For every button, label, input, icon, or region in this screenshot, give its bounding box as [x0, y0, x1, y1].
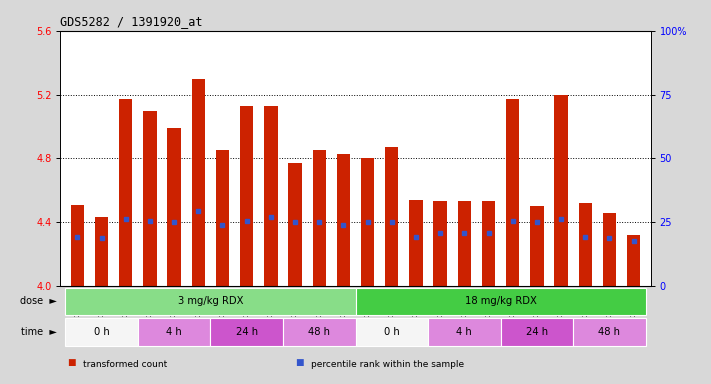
Text: 4 h: 4 h: [456, 326, 472, 336]
Bar: [410, 200, 422, 286]
Bar: [356, 288, 646, 315]
Text: transformed count: transformed count: [83, 360, 167, 369]
Text: ■: ■: [68, 358, 76, 367]
Text: GDS5282 / 1391920_at: GDS5282 / 1391920_at: [60, 15, 203, 28]
Bar: [573, 318, 646, 346]
Bar: [627, 235, 641, 286]
Text: 18 mg/kg RDX: 18 mg/kg RDX: [465, 296, 537, 306]
Bar: [192, 79, 205, 286]
Text: 24 h: 24 h: [235, 326, 257, 336]
Bar: [482, 202, 495, 286]
Bar: [119, 99, 132, 286]
Bar: [530, 206, 543, 286]
Bar: [458, 202, 471, 286]
Text: 4 h: 4 h: [166, 326, 182, 336]
Bar: [337, 154, 350, 286]
Text: 48 h: 48 h: [599, 326, 621, 336]
Bar: [168, 128, 181, 286]
Bar: [361, 159, 374, 286]
Text: 24 h: 24 h: [526, 326, 548, 336]
Text: ■: ■: [295, 358, 304, 367]
Bar: [506, 99, 519, 286]
Text: 3 mg/kg RDX: 3 mg/kg RDX: [178, 296, 243, 306]
Bar: [138, 318, 210, 346]
Bar: [579, 203, 592, 286]
Bar: [264, 106, 277, 286]
Text: time  ►: time ►: [21, 327, 57, 337]
Text: 48 h: 48 h: [309, 326, 330, 336]
Bar: [65, 318, 138, 346]
Bar: [501, 318, 573, 346]
Bar: [144, 111, 156, 286]
Text: 0 h: 0 h: [94, 326, 109, 336]
Bar: [555, 94, 567, 286]
Bar: [283, 318, 356, 346]
Bar: [356, 318, 428, 346]
Bar: [385, 147, 398, 286]
Bar: [240, 106, 253, 286]
Bar: [216, 151, 229, 286]
Bar: [210, 318, 283, 346]
Text: 0 h: 0 h: [384, 326, 400, 336]
Bar: [289, 163, 301, 286]
Bar: [65, 288, 356, 315]
Bar: [70, 205, 84, 286]
Text: percentile rank within the sample: percentile rank within the sample: [311, 360, 464, 369]
Bar: [95, 217, 108, 286]
Bar: [434, 202, 447, 286]
Bar: [428, 318, 501, 346]
Bar: [313, 151, 326, 286]
Text: dose  ►: dose ►: [20, 296, 57, 306]
Bar: [603, 213, 616, 286]
